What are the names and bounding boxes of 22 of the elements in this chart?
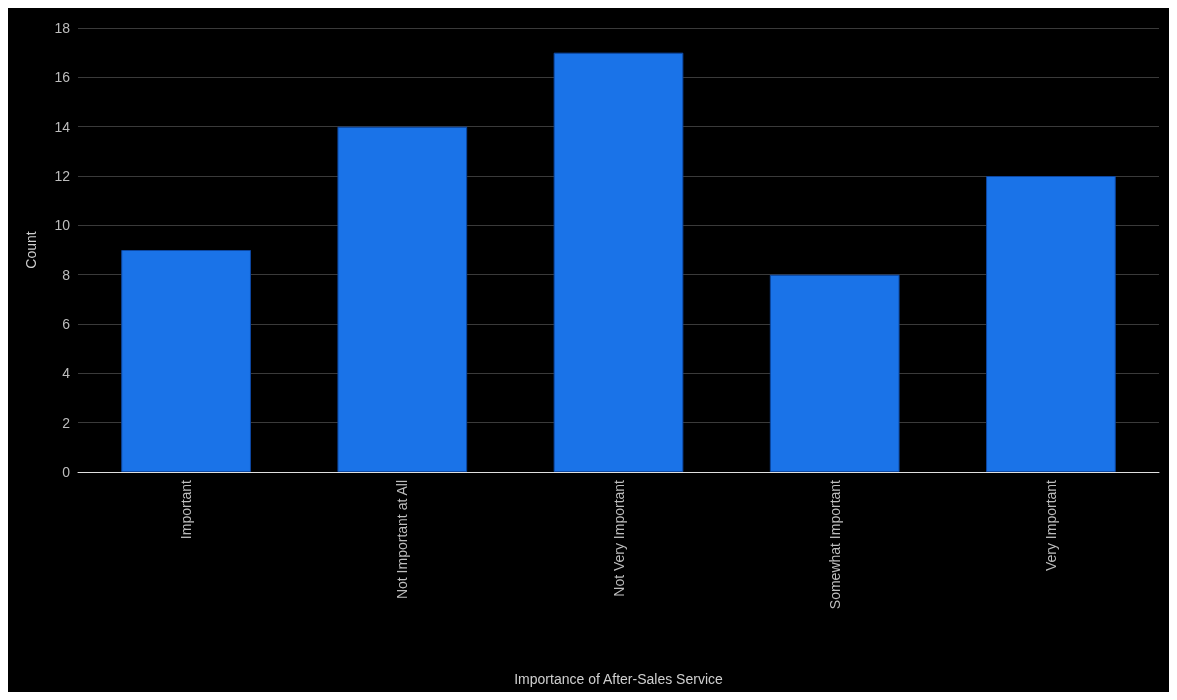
y-tick-label: 18: [54, 20, 71, 36]
y-tick-label: 14: [54, 118, 71, 135]
y-tick-label: 12: [54, 168, 71, 184]
bar: [986, 176, 1116, 472]
y-tick-label: 16: [54, 69, 71, 86]
y-axis-title: Count: [23, 231, 39, 269]
bar: [769, 274, 900, 472]
bar: [553, 52, 684, 472]
x-tick-label: Very Important: [1042, 479, 1059, 572]
bar: [121, 250, 251, 472]
x-axis-title: Importance of After-Sales Service: [514, 671, 723, 687]
y-tick-label: 0: [62, 464, 71, 480]
x-tick-label: Important: [178, 479, 195, 540]
y-tick-label: 8: [62, 266, 71, 283]
x-tick-label: Not Important at All: [394, 480, 411, 600]
y-tick-label: 2: [62, 414, 71, 431]
y-tick-label: 4: [62, 365, 71, 382]
x-tick-label: Not Very Important: [610, 479, 627, 597]
x-tick-label: Somewhat Important: [826, 479, 843, 610]
y-tick-label: 10: [54, 217, 71, 234]
bar: [337, 126, 468, 472]
y-tick-label: 6: [62, 316, 71, 332]
